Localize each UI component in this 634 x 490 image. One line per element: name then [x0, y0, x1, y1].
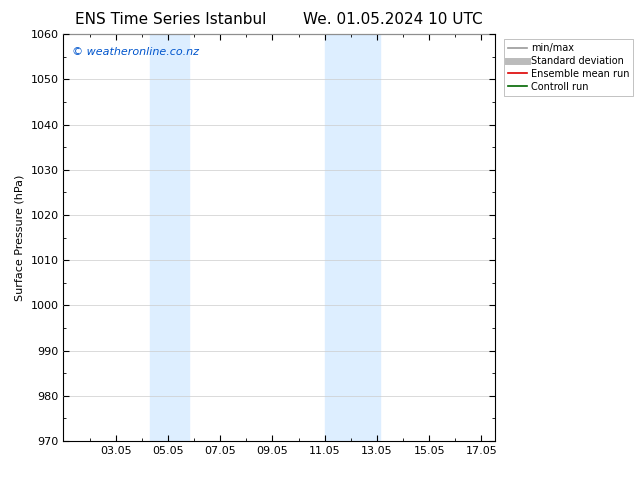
Bar	[150, 34, 189, 441]
Text: We. 01.05.2024 10 UTC: We. 01.05.2024 10 UTC	[303, 12, 483, 27]
Legend: min/max, Standard deviation, Ensemble mean run, Controll run: min/max, Standard deviation, Ensemble me…	[503, 39, 633, 96]
Y-axis label: Surface Pressure (hPa): Surface Pressure (hPa)	[15, 174, 25, 301]
Bar	[325, 34, 380, 441]
Text: © weatheronline.co.nz: © weatheronline.co.nz	[72, 47, 199, 56]
Text: ENS Time Series Istanbul: ENS Time Series Istanbul	[75, 12, 267, 27]
